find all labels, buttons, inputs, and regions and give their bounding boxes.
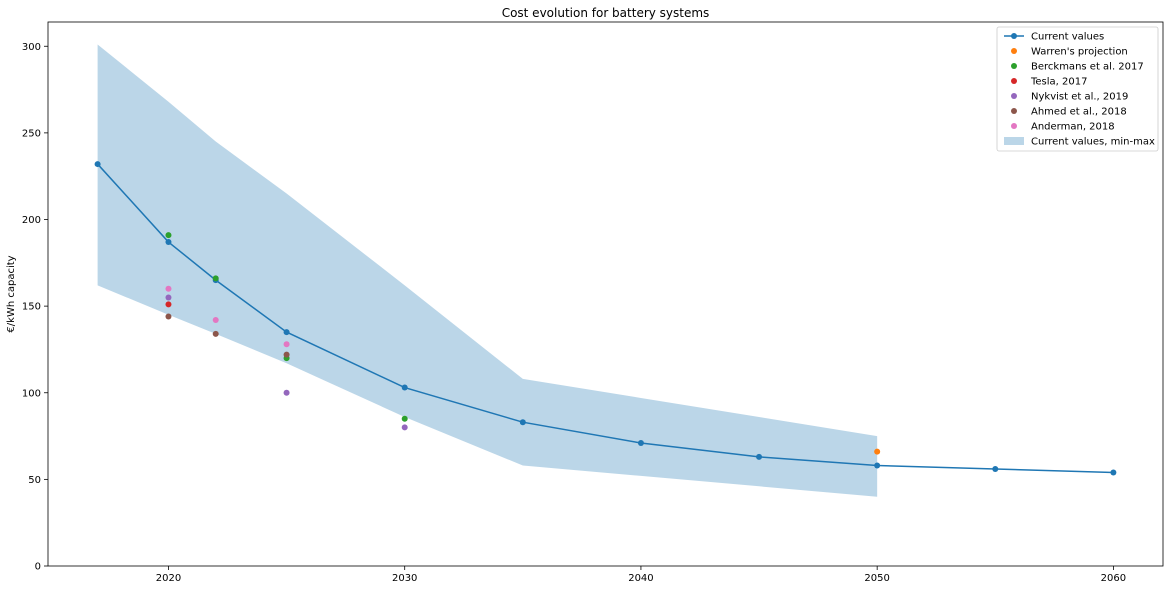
y-tick-label: 200: [22, 215, 41, 226]
plot-frame: [47, 21, 1164, 567]
data-point-current-values: [637, 439, 644, 446]
legend-marker: [1011, 63, 1017, 69]
legend-marker: [1011, 108, 1017, 114]
x-tick-label: 2030: [392, 573, 417, 584]
legend-label: Nykvist et al., 2019: [1031, 92, 1128, 103]
data-point-anderman-2018: [165, 285, 172, 292]
y-tick-label: 0: [35, 562, 41, 573]
data-point-current-values: [756, 453, 763, 460]
y-tick-label: 150: [22, 302, 41, 313]
data-point-current-values: [1110, 469, 1117, 476]
data-point-current-values: [519, 419, 526, 426]
y-tick-label: 100: [22, 388, 41, 399]
data-point-berckmans-et-al-2017: [212, 275, 219, 282]
legend-band-swatch: [1004, 137, 1024, 145]
band-layer: [97, 44, 878, 497]
data-point-current-values: [283, 329, 290, 336]
legend-label: Berckmans et al. 2017: [1031, 62, 1144, 73]
data-point-berckmans-et-al-2017: [165, 232, 172, 239]
data-point-warren-s-projection: [874, 448, 881, 455]
legend-label: Current values, min-max: [1031, 137, 1155, 148]
marker-layer: [94, 161, 1117, 476]
x-tick-label: 2060: [1101, 573, 1126, 584]
legend-label: Anderman, 2018: [1031, 122, 1115, 133]
y-tick-label: 250: [22, 128, 41, 139]
x-tick-label: 2040: [628, 573, 653, 584]
data-point-current-values: [401, 384, 408, 391]
x-tick-label: 2020: [156, 573, 181, 584]
legend-marker: [1011, 93, 1017, 99]
min-max-band: [97, 44, 878, 497]
data-point-nykvist-et-al-2019: [401, 424, 408, 431]
y-axis: 0 50 100 150 200 250 300: [22, 42, 48, 573]
legend-marker: [1011, 78, 1017, 84]
data-point-berckmans-et-al-2017: [401, 415, 408, 422]
legend-label: Warren's projection: [1031, 47, 1128, 58]
x-tick-label: 2050: [864, 573, 889, 584]
data-point-current-values: [992, 465, 999, 472]
y-tick-label: 50: [28, 475, 41, 486]
legend-frame: [996, 26, 1159, 152]
legend-marker: [1011, 48, 1017, 54]
data-point-current-values: [874, 462, 881, 469]
data-point-ahmed-et-al-2018: [283, 351, 290, 358]
data-point-ahmed-et-al-2018: [165, 313, 172, 320]
data-point-anderman-2018: [212, 316, 219, 323]
data-point-anderman-2018: [283, 341, 290, 348]
y-tick-label: 300: [22, 42, 41, 53]
legend-marker: [1011, 33, 1017, 39]
data-point-nykvist-et-al-2019: [283, 389, 290, 396]
data-point-tesla-2017: [165, 301, 172, 308]
y-axis-label: €/kWh capacity: [6, 255, 17, 332]
legend-label: Ahmed et al., 2018: [1031, 107, 1127, 118]
data-point-nykvist-et-al-2019: [165, 294, 172, 301]
data-point-ahmed-et-al-2018: [212, 330, 219, 337]
data-point-current-values: [165, 239, 172, 246]
legend-label: Current values: [1031, 32, 1104, 43]
x-axis: 2020 2030 2040 2050 2060: [156, 566, 1126, 584]
legend-marker: [1011, 123, 1017, 129]
data-point-current-values: [94, 161, 101, 168]
legend-label: Tesla, 2017: [1030, 77, 1087, 88]
legend: Current values Warren's projection Berckma…: [996, 26, 1159, 152]
chart-title: Cost evolution for battery systems: [502, 6, 710, 20]
